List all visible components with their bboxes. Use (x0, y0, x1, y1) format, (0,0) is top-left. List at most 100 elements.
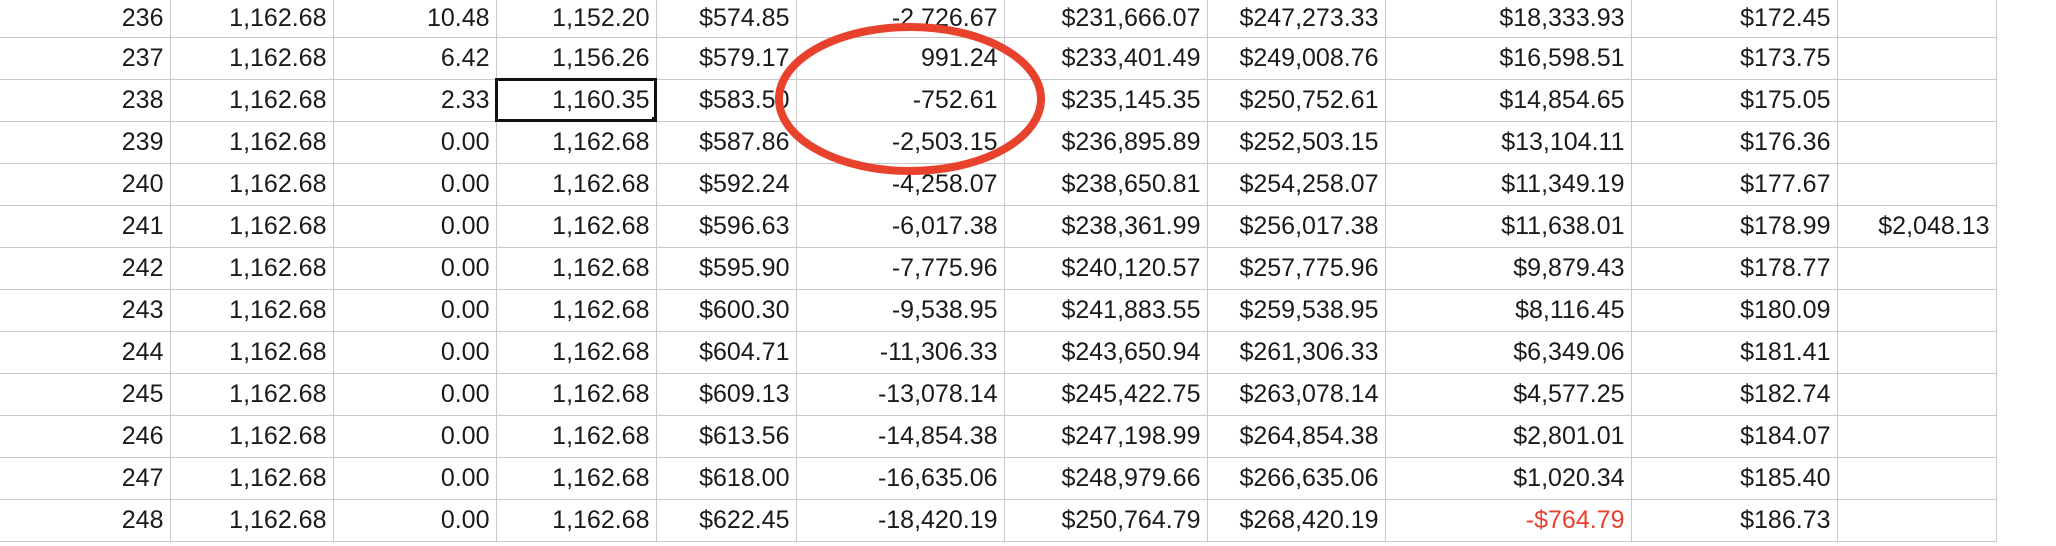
table-cell[interactable]: $186.73 (1631, 499, 1838, 542)
table-cell[interactable]: $263,078.14 (1207, 373, 1386, 416)
table-cell[interactable]: 1,162.68 (496, 415, 657, 458)
table-cell[interactable]: 10.48 (333, 0, 497, 38)
table-cell[interactable]: 1,162.68 (496, 373, 657, 416)
table-cell[interactable]: 0.00 (333, 247, 497, 290)
table-cell[interactable]: 2.33 (333, 79, 497, 122)
table-cell[interactable]: $14,854.65 (1385, 79, 1632, 122)
table-cell[interactable]: $241,883.55 (1004, 289, 1208, 332)
table-cell[interactable]: 1,162.68 (170, 331, 334, 374)
table-cell[interactable]: $250,764.79 (1004, 499, 1208, 542)
table-cell[interactable] (1837, 373, 1997, 416)
table-cell[interactable]: $172.45 (1631, 0, 1838, 38)
table-cell[interactable]: -2,503.15 (796, 121, 1005, 164)
table-cell[interactable]: -4,258.07 (796, 163, 1005, 206)
table-cell[interactable]: $254,258.07 (1207, 163, 1386, 206)
table-cell[interactable]: 1,162.68 (170, 247, 334, 290)
table-cell[interactable]: $11,638.01 (1385, 205, 1632, 248)
table-cell[interactable]: $11,349.19 (1385, 163, 1632, 206)
table-cell[interactable]: $180.09 (1631, 289, 1838, 332)
table-cell[interactable]: $595.90 (656, 247, 797, 290)
table-cell[interactable]: $175.05 (1631, 79, 1838, 122)
table-cell[interactable]: -6,017.38 (796, 205, 1005, 248)
table-cell[interactable]: -2,726.67 (796, 0, 1005, 38)
table-cell[interactable]: $18,333.93 (1385, 0, 1632, 38)
table-cell[interactable]: 1,152.20 (496, 0, 657, 38)
table-cell[interactable]: $181.41 (1631, 331, 1838, 374)
table-cell[interactable]: 0.00 (333, 415, 497, 458)
table-cell[interactable]: $247,198.99 (1004, 415, 1208, 458)
table-cell[interactable]: $9,879.43 (1385, 247, 1632, 290)
table-cell[interactable]: $2,801.01 (1385, 415, 1632, 458)
table-cell[interactable] (1837, 0, 1997, 38)
table-cell[interactable]: 1,162.68 (170, 415, 334, 458)
row-number-cell[interactable]: 241 (0, 205, 171, 248)
table-cell[interactable]: 1,162.68 (170, 121, 334, 164)
table-cell[interactable]: 0.00 (333, 163, 497, 206)
table-cell[interactable]: 0.00 (333, 331, 497, 374)
row-number-cell[interactable]: 244 (0, 331, 171, 374)
table-cell[interactable]: $256,017.38 (1207, 205, 1386, 248)
table-cell[interactable]: 1,162.68 (496, 499, 657, 542)
row-number-cell[interactable]: 248 (0, 499, 171, 542)
table-cell[interactable]: 0.00 (333, 121, 497, 164)
table-cell[interactable]: $16,598.51 (1385, 37, 1632, 80)
table-cell[interactable]: $4,577.25 (1385, 373, 1632, 416)
table-cell[interactable]: -752.61 (796, 79, 1005, 122)
row-number-cell[interactable]: 240 (0, 163, 171, 206)
table-cell[interactable]: $13,104.11 (1385, 121, 1632, 164)
table-cell[interactable]: $6,349.06 (1385, 331, 1632, 374)
table-cell[interactable]: $1,020.34 (1385, 457, 1632, 500)
table-cell[interactable]: $238,361.99 (1004, 205, 1208, 248)
table-cell[interactable]: $266,635.06 (1207, 457, 1386, 500)
table-cell[interactable]: 0.00 (333, 499, 497, 542)
row-number-cell[interactable]: 236 (0, 0, 171, 38)
table-cell[interactable]: $609.13 (656, 373, 797, 416)
table-cell[interactable]: $268,420.19 (1207, 499, 1386, 542)
table-cell[interactable]: 1,162.68 (496, 331, 657, 374)
table-cell[interactable]: 0.00 (333, 289, 497, 332)
table-cell[interactable]: 1,162.68 (496, 121, 657, 164)
table-cell[interactable]: 1,162.68 (496, 289, 657, 332)
table-cell[interactable]: $173.75 (1631, 37, 1838, 80)
table-cell[interactable]: $587.86 (656, 121, 797, 164)
table-cell[interactable] (1837, 331, 1997, 374)
fill-handle[interactable] (651, 116, 655, 120)
table-cell[interactable]: 0.00 (333, 373, 497, 416)
table-cell[interactable]: -18,420.19 (796, 499, 1005, 542)
table-cell[interactable]: $579.17 (656, 37, 797, 80)
table-cell[interactable] (1837, 37, 1997, 80)
table-cell[interactable]: $622.45 (656, 499, 797, 542)
table-cell[interactable]: -7,775.96 (796, 247, 1005, 290)
table-cell[interactable]: $604.71 (656, 331, 797, 374)
table-cell[interactable]: $259,538.95 (1207, 289, 1386, 332)
table-cell[interactable]: 1,162.68 (170, 79, 334, 122)
row-number-cell[interactable]: 242 (0, 247, 171, 290)
table-cell[interactable]: $618.00 (656, 457, 797, 500)
table-cell[interactable]: 1,162.68 (170, 373, 334, 416)
table-cell[interactable]: 1,162.68 (170, 289, 334, 332)
table-cell[interactable]: $236,895.89 (1004, 121, 1208, 164)
table-cell[interactable]: $235,145.35 (1004, 79, 1208, 122)
table-cell[interactable]: -9,538.95 (796, 289, 1005, 332)
table-cell[interactable]: $240,120.57 (1004, 247, 1208, 290)
table-cell[interactable]: 1,162.68 (170, 499, 334, 542)
table-cell[interactable]: $182.74 (1631, 373, 1838, 416)
table-cell[interactable]: 1,162.68 (170, 37, 334, 80)
table-cell[interactable]: 0.00 (333, 205, 497, 248)
row-number-cell[interactable]: 247 (0, 457, 171, 500)
table-cell[interactable]: $583.50 (656, 79, 797, 122)
table-cell[interactable]: 1,162.68 (170, 163, 334, 206)
table-cell[interactable]: -11,306.33 (796, 331, 1005, 374)
table-cell[interactable]: $248,979.66 (1004, 457, 1208, 500)
table-cell[interactable]: $257,775.96 (1207, 247, 1386, 290)
table-cell[interactable] (1837, 79, 1997, 122)
table-cell[interactable]: 6.42 (333, 37, 497, 80)
table-cell[interactable]: $8,116.45 (1385, 289, 1632, 332)
row-number-cell[interactable]: 245 (0, 373, 171, 416)
table-cell[interactable]: 1,162.68 (496, 247, 657, 290)
table-cell[interactable]: 1,162.68 (170, 457, 334, 500)
table-cell[interactable]: $233,401.49 (1004, 37, 1208, 80)
table-cell[interactable] (1837, 457, 1997, 500)
table-cell[interactable]: 1,162.68 (496, 457, 657, 500)
table-cell[interactable]: $184.07 (1631, 415, 1838, 458)
